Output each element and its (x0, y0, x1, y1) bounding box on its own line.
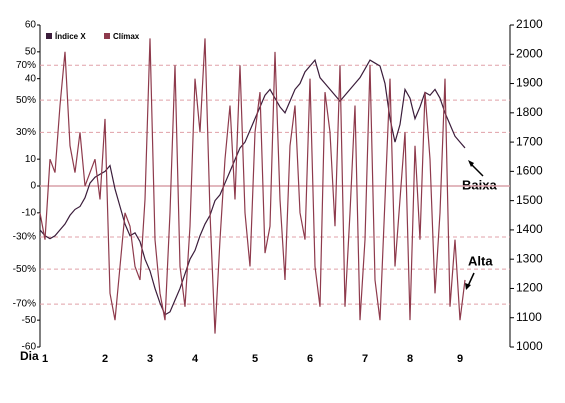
x-tick-label: 6 (307, 353, 313, 365)
y2-tick-label: 1200 (516, 281, 543, 295)
y2-tick-label: 1400 (516, 222, 543, 236)
y-tick-label: 40 (25, 73, 37, 84)
y-tick-label: -50 (22, 315, 37, 326)
y-tick-label: 60 (25, 20, 37, 31)
annotation: Baixa (462, 177, 497, 192)
x-tick-label: 4 (192, 353, 199, 365)
y2-tick-label: 1900 (516, 76, 543, 90)
arrow-head (468, 160, 474, 167)
y2-tick-label: 1300 (516, 251, 543, 265)
y2-tick-label: 1700 (516, 134, 543, 148)
y-tick-label: 50 (25, 46, 37, 57)
level-label: 70% (16, 60, 36, 71)
y-tick-label: 0 (30, 181, 36, 192)
y2-tick-label: 2100 (516, 17, 543, 31)
x-tick-label: 3 (147, 353, 153, 365)
y-tick-label: -10 (22, 207, 37, 218)
y2-tick-label: 1600 (516, 164, 543, 178)
level-label: -50% (13, 264, 36, 275)
x-tick-label: 1 (42, 353, 48, 365)
level-label: -70% (13, 299, 36, 310)
legend-swatch (46, 33, 52, 39)
y2-tick-label: 1500 (516, 193, 543, 207)
arrow-head (465, 283, 471, 290)
legend-label: Índice X (55, 32, 86, 41)
level-label: -30% (13, 232, 36, 243)
x-tick-label: 2 (102, 353, 108, 365)
y2-tick-label: 1800 (516, 105, 543, 119)
x-axis-label: Dia (20, 349, 39, 363)
level-label: 30% (16, 127, 36, 138)
series-line (39, 58, 466, 316)
annotation: Alta (468, 253, 493, 268)
y-tick-label: -60 (22, 342, 37, 353)
legend-swatch (104, 33, 110, 39)
x-tick-label: 5 (252, 353, 258, 365)
x-tick-label: 9 (457, 353, 463, 365)
y2-tick-label: 1100 (516, 310, 542, 324)
y-tick-label: 10 (25, 154, 37, 165)
legend-label: Clímax (113, 32, 140, 41)
x-tick-label: 7 (362, 353, 368, 365)
series-line (39, 38, 466, 334)
arrow (467, 272, 475, 287)
y2-tick-label: 2000 (516, 46, 543, 60)
y2-tick-label: 1000 (516, 339, 543, 353)
level-label: 50% (16, 95, 36, 106)
x-tick-label: 8 (407, 353, 413, 365)
